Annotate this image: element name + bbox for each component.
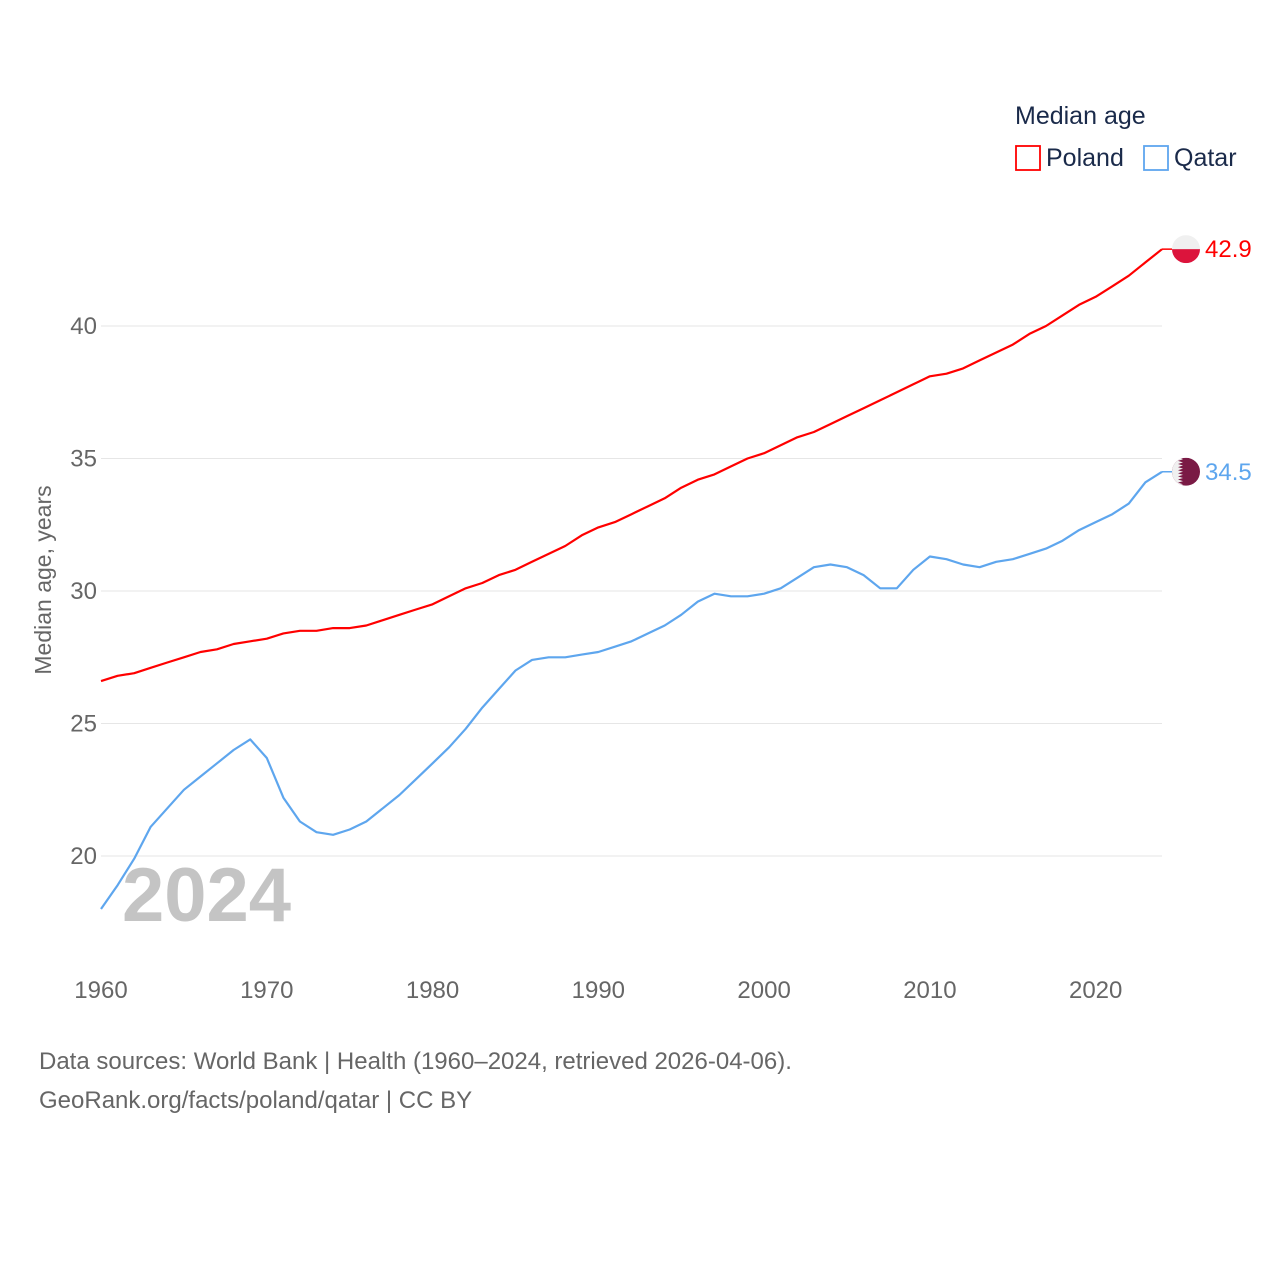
legend-label-qatar: Qatar	[1174, 144, 1237, 172]
series-line-poland	[100, 248, 1163, 683]
series-line-qatar	[100, 470, 1163, 910]
x-tick-label: 1970	[240, 977, 293, 1004]
legend-swatch-poland	[1015, 145, 1041, 171]
y-axis-ticks: 20 25 30 35 40	[70, 313, 97, 870]
y-tick-label: 30	[70, 578, 97, 605]
x-tick-label: 2020	[1069, 977, 1122, 1004]
x-tick-label: 2000	[737, 977, 790, 1004]
year-watermark: 2024	[122, 853, 291, 938]
flag-serrated-white	[1172, 457, 1183, 486]
data-source-text: Data sources: World Bank | Health (1960–…	[39, 1048, 792, 1075]
end-value-label: 34.5	[1205, 459, 1252, 486]
flag-stripe-red	[1172, 249, 1200, 264]
series-end-markers: 42.9 34.5	[1162, 235, 1252, 486]
y-axis-label: Median age, years	[30, 485, 56, 674]
y-tick-label: 20	[70, 843, 97, 870]
end-value-label: 42.9	[1205, 236, 1252, 263]
x-tick-label: 1980	[406, 977, 459, 1004]
flag-body	[1172, 235, 1200, 264]
x-tick-label: 1990	[572, 977, 625, 1004]
y-tick-label: 35	[70, 446, 97, 473]
legend-label-poland: Poland	[1046, 144, 1124, 172]
flag-stripe-white	[1172, 235, 1200, 250]
legend-title: Median age	[1015, 102, 1146, 130]
flag-body	[1172, 457, 1200, 486]
grid	[101, 325, 1162, 857]
x-tick-label: 2010	[903, 977, 956, 1004]
legend-swatch-qatar	[1143, 145, 1169, 171]
series-lines	[100, 248, 1163, 910]
flag-poland-icon	[1172, 235, 1200, 264]
y-tick-label: 40	[70, 313, 97, 340]
x-tick-label: 1960	[74, 977, 127, 1004]
y-tick-label: 25	[70, 711, 97, 738]
flag-qatar-icon	[1172, 457, 1200, 486]
legend: Median age Poland Qatar	[1015, 102, 1237, 172]
x-axis-ticks: 1960 1970 1980 1990 2000 2010 2020	[74, 977, 1122, 1004]
attribution-link[interactable]: GeoRank.org/facts/poland/qatar | CC BY	[39, 1087, 472, 1114]
